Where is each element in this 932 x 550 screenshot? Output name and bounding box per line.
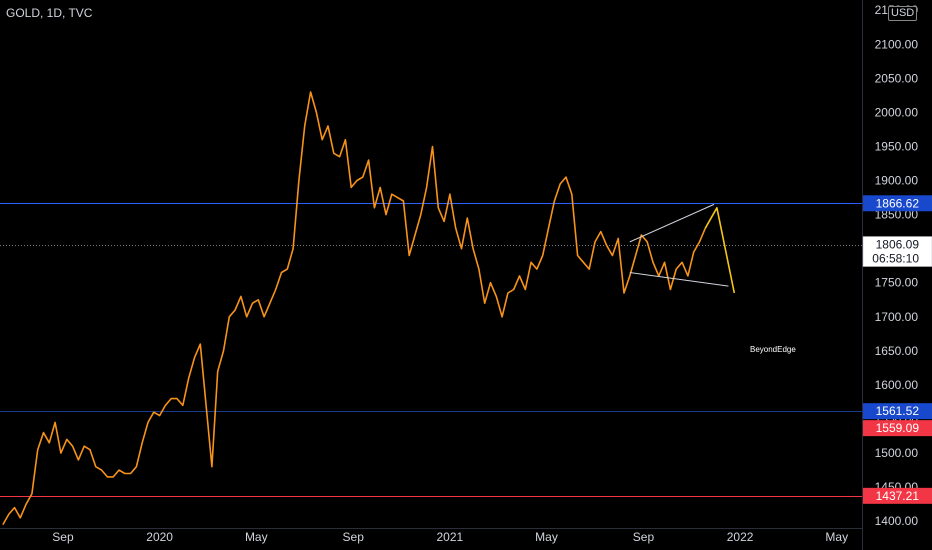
- y-tick-label: 1650.00: [875, 344, 919, 358]
- x-tick-label: Sep: [343, 530, 365, 544]
- horizontal-levels: [0, 203, 862, 497]
- level-badge: 1866.62: [863, 195, 932, 212]
- x-tick-label: Sep: [633, 530, 655, 544]
- y-tick-label: 1900.00: [875, 174, 919, 188]
- series-line: [2, 91, 707, 525]
- price-badges: 1866.62 1561.52 1559.09 1437.21 1806.0906:58…: [862, 195, 932, 504]
- level-badge-text: 1561.52: [876, 404, 920, 418]
- level-badge: 1559.09: [863, 420, 932, 437]
- trendlines: [629, 203, 729, 287]
- y-tick-label: 2000.00: [875, 105, 919, 119]
- y-tick-label: 2050.00: [875, 71, 919, 85]
- series-line: [704, 207, 736, 294]
- x-tick-label: Sep: [52, 530, 74, 544]
- y-tick-label: 1600.00: [875, 378, 919, 392]
- price-series: [2, 91, 736, 525]
- y-tick-label: 1950.00: [875, 139, 919, 153]
- y-tick-label: 1700.00: [875, 310, 919, 324]
- level-badge-text: 1559.09: [876, 421, 920, 435]
- y-tick-label: 1400.00: [875, 514, 919, 528]
- symbol-title[interactable]: GOLD, 1D, TVC: [6, 6, 93, 20]
- watermark-text: BeyondEdge: [750, 345, 796, 354]
- x-tick-label: May: [825, 530, 848, 544]
- y-tick-label: 1750.00: [875, 276, 919, 290]
- level-badge-text: 1437.21: [876, 489, 920, 503]
- level-badge-text: 1866.62: [876, 196, 920, 210]
- x-tick-label: May: [245, 530, 268, 544]
- trendline: [629, 272, 729, 287]
- level-badge-bg: [863, 487, 932, 504]
- time-axis[interactable]: Sep 2020 May Sep 2021 May Sep 2022 May: [0, 528, 862, 545]
- level-badge: 1437.21: [863, 487, 932, 504]
- current-price-badge-bg: [862, 236, 932, 267]
- current-price-text: 1806.09: [876, 238, 920, 252]
- price-axis[interactable]: 1400.001450.001500.001550.001600.001650.…: [862, 0, 919, 550]
- x-tick-label: 2022: [727, 530, 754, 544]
- level-badge-bg: [863, 420, 932, 437]
- x-tick-label: 2021: [437, 530, 464, 544]
- level-badge-bg: [863, 403, 932, 420]
- x-tick-label: May: [535, 530, 558, 544]
- countdown-text: 06:58:10: [872, 252, 919, 266]
- level-badge-bg: [863, 195, 932, 212]
- y-tick-label: 2100.00: [875, 37, 919, 51]
- currency-button[interactable]: USD: [888, 6, 918, 21]
- y-tick-label: 1500.00: [875, 446, 919, 460]
- level-badge: 1561.52: [863, 403, 932, 420]
- x-tick-label: 2020: [146, 530, 173, 544]
- trendline: [629, 203, 715, 243]
